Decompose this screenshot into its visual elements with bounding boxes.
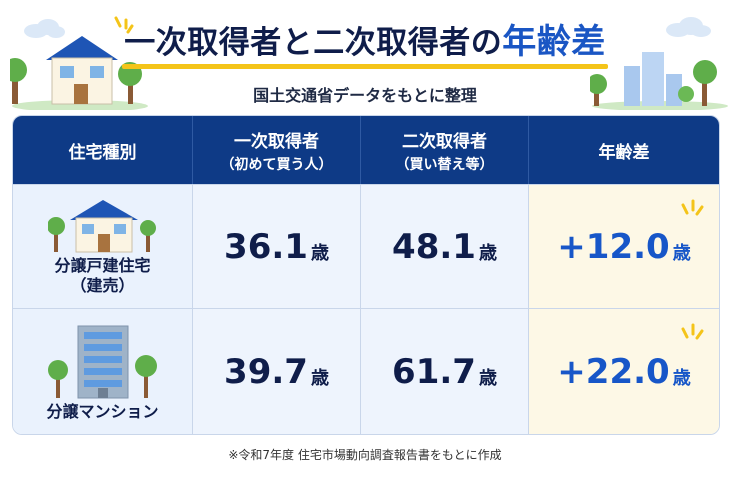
age-unit: 歳 [672, 242, 691, 264]
table-header: 住宅種別 一次取得者 （初めて買う人） 二次取得者 （買い替え等） 年齢差 [13, 116, 719, 184]
first-buyer-age: 36.1 [224, 226, 308, 267]
first-buyer-age-cell: 36.1 歳 [193, 185, 361, 308]
title-accent: 年齢差 [502, 22, 606, 62]
age-unit: 歳 [672, 368, 691, 389]
first-buyer-age-cell: 39.7 歳 [193, 309, 361, 434]
header-label: 一次取得者 [234, 131, 319, 152]
age-diff-cell: +22.0 歳 [529, 309, 719, 434]
title-block: 一次取得者と二次取得者の年齢差 [0, 14, 730, 69]
city-illustration-icon [590, 52, 728, 110]
subtitle: 国土交通省データをもとに整理 [253, 86, 477, 105]
age-unit: 歳 [310, 368, 329, 389]
title-underline [122, 64, 608, 69]
sparkle-icon [681, 199, 704, 216]
header-label: 年齢差 [598, 142, 650, 163]
sparkle-icon [114, 16, 134, 34]
age-diff-cell: +12.0 歳 [529, 185, 719, 308]
header-cell-first: 一次取得者 （初めて買う人） [193, 116, 361, 184]
age-unit: 歳 [478, 368, 497, 389]
page-title: 一次取得者と二次取得者の年齢差 [118, 14, 612, 69]
second-buyer-age-cell: 61.7 歳 [361, 309, 529, 434]
cloud-icon [24, 19, 65, 38]
sparkle-icon [681, 323, 704, 340]
apartment-icon [47, 325, 157, 399]
cloud-icon [666, 17, 711, 37]
header-cell-diff: 年齢差 [529, 116, 719, 184]
age-unit: 歳 [478, 242, 497, 264]
type-cell: 分譲戸建住宅 （建売） [13, 185, 193, 308]
type-name-sub: （建売） [70, 275, 135, 295]
type-name: 分譲マンション [46, 402, 159, 421]
table-row: 分譲戸建住宅 （建売） 36.1 歳 48.1 歳 +12.0 歳 [13, 184, 719, 308]
second-buyer-age: 61.7 [392, 352, 476, 392]
header-sublabel: （買い替え等） [395, 156, 494, 173]
header-sublabel: （初めて買う人） [220, 156, 333, 173]
footnote: ※令和7年度 住宅市場動向調査報告書をもとに作成 [228, 448, 502, 462]
comparison-table: 住宅種別 一次取得者 （初めて買う人） 二次取得者 （買い替え等） 年齢差 分譲… [12, 115, 720, 435]
type-cell: 分譲マンション [13, 309, 193, 434]
second-buyer-age-cell: 48.1 歳 [361, 185, 529, 308]
table-row: 分譲マンション 39.7 歳 61.7 歳 +22.0 歳 [13, 308, 719, 434]
house-icon [47, 199, 156, 252]
header-cell-type: 住宅種別 [13, 116, 193, 184]
title-main: 一次取得者と二次取得者の [124, 25, 503, 61]
type-name: 分譲戸建住宅 [54, 255, 151, 275]
header-label: 住宅種別 [68, 142, 137, 163]
age-unit: 歳 [310, 242, 329, 264]
second-buyer-age: 48.1 [392, 226, 476, 267]
header-label: 二次取得者 [402, 131, 487, 152]
header-cell-second: 二次取得者 （買い替え等） [361, 116, 529, 184]
age-diff: +22.0 [557, 352, 670, 392]
age-diff: +12.0 [557, 226, 670, 267]
first-buyer-age: 39.7 [224, 352, 308, 392]
